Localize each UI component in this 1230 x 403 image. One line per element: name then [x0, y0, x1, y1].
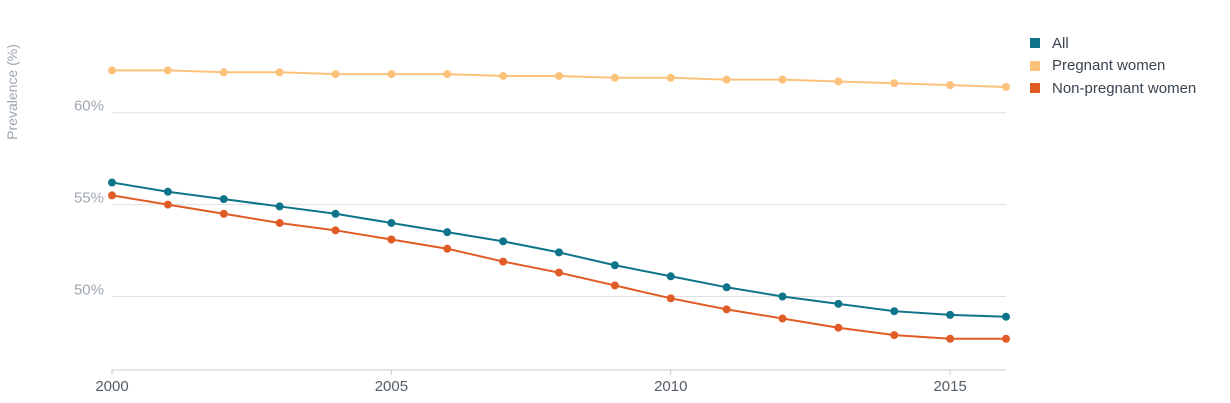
- data-point[interactable]: [331, 70, 340, 79]
- data-point[interactable]: [108, 178, 116, 187]
- data-point[interactable]: [275, 68, 284, 77]
- legend-item[interactable]: All: [1030, 32, 1196, 55]
- x-tick-label: 2010: [654, 378, 687, 395]
- data-point[interactable]: [387, 235, 396, 244]
- data-point[interactable]: [666, 73, 675, 82]
- data-point[interactable]: [108, 66, 116, 75]
- legend-label: Pregnant women: [1052, 57, 1166, 75]
- series-non-pregnant-women: [108, 191, 1010, 343]
- data-point[interactable]: [1002, 82, 1010, 91]
- data-point[interactable]: [499, 71, 508, 80]
- data-point[interactable]: [946, 81, 955, 90]
- data-point[interactable]: [555, 268, 563, 277]
- legend-label: Non-pregnant women: [1052, 79, 1197, 97]
- data-point[interactable]: [666, 272, 675, 281]
- data-point[interactable]: [219, 209, 228, 218]
- data-point[interactable]: [666, 294, 675, 303]
- data-point[interactable]: [834, 299, 843, 308]
- data-point[interactable]: [443, 70, 452, 79]
- data-point[interactable]: [722, 283, 731, 292]
- x-tick-label: 2015: [933, 378, 966, 395]
- data-point[interactable]: [219, 68, 228, 77]
- x-tick-label: 2005: [375, 378, 408, 395]
- data-point[interactable]: [331, 226, 340, 235]
- axes: 50% 55% 60% 2000 2005 2010 2015: [74, 98, 1006, 395]
- data-point[interactable]: [778, 75, 787, 84]
- legend-item[interactable]: Non-pregnant women: [1030, 77, 1196, 100]
- y-tick-label: 55%: [74, 190, 104, 207]
- data-point[interactable]: [610, 261, 619, 270]
- y-axis-title: Prevalence (%): [4, 44, 20, 140]
- y-tick-label: 50%: [74, 281, 104, 298]
- legend-label: All: [1052, 34, 1069, 52]
- data-point[interactable]: [890, 79, 899, 88]
- data-point[interactable]: [890, 331, 899, 340]
- data-point[interactable]: [499, 257, 508, 266]
- data-point[interactable]: [275, 202, 284, 211]
- data-point[interactable]: [610, 73, 619, 82]
- data-point[interactable]: [1002, 312, 1010, 321]
- data-point[interactable]: [610, 281, 619, 290]
- legend-swatch-icon: [1030, 83, 1040, 94]
- data-point[interactable]: [778, 314, 787, 323]
- legend-swatch-icon: [1030, 38, 1040, 49]
- data-point[interactable]: [108, 191, 116, 200]
- data-point[interactable]: [946, 310, 955, 319]
- data-point[interactable]: [834, 77, 843, 86]
- data-point[interactable]: [555, 71, 563, 80]
- data-point[interactable]: [1002, 334, 1010, 343]
- series-line: [111, 194, 1006, 340]
- data-point[interactable]: [555, 248, 563, 257]
- x-tick-label: 2000: [95, 378, 128, 395]
- data-point[interactable]: [443, 244, 452, 253]
- data-point[interactable]: [443, 228, 452, 237]
- data-point[interactable]: [275, 218, 284, 227]
- legend: All Pregnant women Non-pregnant women: [1030, 32, 1196, 100]
- data-point[interactable]: [331, 209, 340, 218]
- data-point[interactable]: [722, 75, 731, 84]
- series-lines: [108, 66, 1010, 343]
- data-point[interactable]: [499, 237, 508, 246]
- data-point[interactable]: [163, 187, 172, 196]
- legend-item[interactable]: Pregnant women: [1030, 55, 1196, 78]
- data-point[interactable]: [834, 323, 843, 332]
- data-point[interactable]: [387, 218, 396, 227]
- data-point[interactable]: [722, 305, 731, 314]
- data-point[interactable]: [946, 334, 955, 343]
- data-point[interactable]: [890, 307, 899, 316]
- series-pregnant-women: [108, 66, 1010, 91]
- data-point[interactable]: [163, 66, 172, 75]
- data-point[interactable]: [387, 70, 396, 79]
- data-point[interactable]: [163, 200, 172, 209]
- data-point[interactable]: [219, 195, 228, 204]
- legend-swatch-icon: [1030, 60, 1040, 71]
- y-tick-label: 60%: [74, 98, 104, 115]
- series-all: [108, 178, 1010, 321]
- data-point[interactable]: [778, 292, 787, 301]
